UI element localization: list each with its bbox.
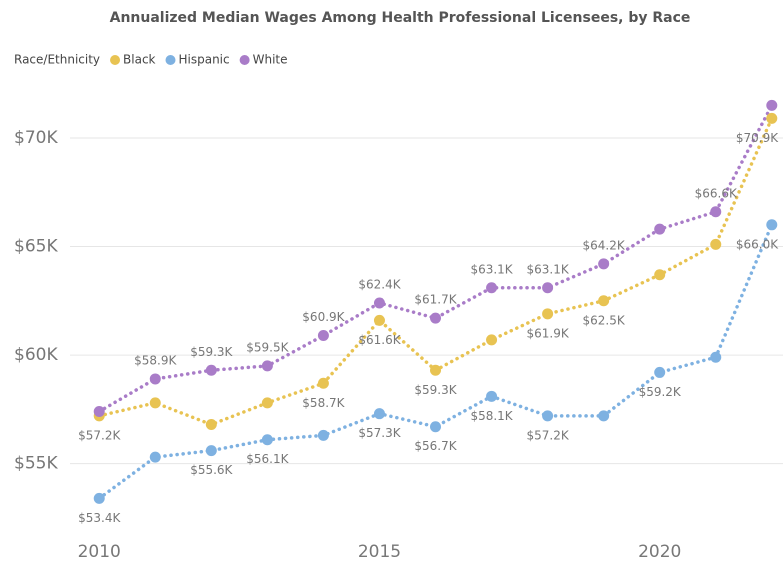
series-line bbox=[97, 223, 774, 501]
legend-label: White bbox=[253, 53, 288, 67]
data-point bbox=[598, 295, 610, 307]
data-label: $66.0K bbox=[736, 237, 779, 251]
data-point bbox=[598, 258, 610, 270]
data-point bbox=[205, 364, 217, 376]
data-point bbox=[317, 330, 329, 342]
data-label: $63.1K bbox=[470, 262, 513, 276]
data-point bbox=[430, 312, 442, 324]
data-point bbox=[317, 377, 329, 389]
data-label: $61.6K bbox=[358, 333, 401, 347]
data-point bbox=[93, 406, 105, 418]
y-tick-label: $65K bbox=[14, 237, 58, 257]
chart-title: Annualized Median Wages Among Health Pro… bbox=[110, 10, 691, 26]
data-point bbox=[486, 390, 498, 402]
data-label: $57.2K bbox=[78, 428, 121, 442]
data-label: $63.1K bbox=[526, 262, 569, 276]
data-label: $61.9K bbox=[526, 326, 569, 340]
data-point bbox=[486, 334, 498, 346]
x-tick-label: 2020 bbox=[638, 542, 681, 562]
data-point bbox=[149, 397, 161, 409]
legend-title: Race/Ethnicity bbox=[14, 53, 100, 67]
data-point bbox=[149, 451, 161, 463]
data-point bbox=[542, 410, 554, 422]
data-point bbox=[710, 238, 722, 250]
data-label: $59.2K bbox=[639, 385, 682, 399]
data-point bbox=[430, 364, 442, 376]
data-point bbox=[542, 308, 554, 320]
data-point bbox=[486, 282, 498, 294]
data-label: $58.7K bbox=[302, 396, 345, 410]
data-point bbox=[430, 421, 442, 433]
legend-marker bbox=[165, 55, 176, 65]
series-line bbox=[97, 116, 774, 427]
data-point bbox=[149, 373, 161, 385]
data-label: $57.3K bbox=[358, 426, 401, 440]
data-label: $59.5K bbox=[246, 340, 289, 354]
data-point bbox=[261, 360, 273, 372]
x-tick-label: 2010 bbox=[78, 542, 121, 562]
legend-marker bbox=[110, 55, 121, 65]
data-label: $55.6K bbox=[190, 463, 233, 477]
data-label: $56.7K bbox=[414, 439, 457, 453]
data-point bbox=[93, 492, 105, 504]
data-point bbox=[373, 408, 385, 420]
data-label: $56.1K bbox=[246, 452, 289, 466]
legend-label: Black bbox=[123, 53, 156, 67]
legend-label: Hispanic bbox=[179, 53, 230, 67]
data-point bbox=[205, 445, 217, 457]
data-label: $57.2K bbox=[526, 428, 569, 442]
data-point bbox=[654, 366, 666, 378]
data-point bbox=[373, 314, 385, 326]
data-point bbox=[542, 282, 554, 294]
data-point bbox=[710, 351, 722, 363]
x-tick-label: 2015 bbox=[358, 542, 401, 562]
y-tick-label: $55K bbox=[14, 454, 58, 474]
data-label: $58.9K bbox=[134, 353, 177, 367]
data-point bbox=[373, 297, 385, 309]
data-point bbox=[261, 397, 273, 409]
data-point bbox=[261, 434, 273, 446]
data-label: $59.3K bbox=[190, 345, 233, 359]
data-point bbox=[654, 223, 666, 235]
legend-marker bbox=[239, 55, 250, 65]
data-point bbox=[654, 269, 666, 281]
data-point bbox=[766, 219, 778, 231]
data-label: $61.7K bbox=[414, 293, 457, 307]
data-point bbox=[766, 112, 778, 124]
data-label: $62.4K bbox=[358, 277, 401, 291]
data-label: $59.3K bbox=[414, 383, 457, 397]
data-label: $62.5K bbox=[583, 313, 626, 327]
data-label: $58.1K bbox=[470, 409, 513, 423]
data-label: $66.6K bbox=[695, 186, 738, 200]
data-point bbox=[598, 410, 610, 422]
data-label: $53.4K bbox=[78, 511, 121, 525]
data-point bbox=[205, 419, 217, 431]
y-tick-label: $70K bbox=[14, 128, 58, 148]
y-tick-label: $60K bbox=[14, 345, 58, 365]
data-label: $64.2K bbox=[583, 238, 626, 252]
data-point bbox=[317, 429, 329, 441]
data-label: $70.9K bbox=[736, 131, 779, 145]
data-point bbox=[766, 99, 778, 111]
data-point bbox=[710, 206, 722, 218]
data-label: $60.9K bbox=[302, 310, 345, 324]
